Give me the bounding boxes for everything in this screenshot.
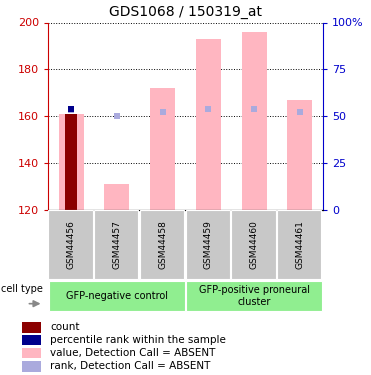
Bar bbox=[48, 210, 93, 279]
Bar bbox=[65, 114, 77, 210]
Bar bbox=[49, 281, 185, 311]
Text: count: count bbox=[50, 322, 80, 332]
Text: GSM44460: GSM44460 bbox=[250, 220, 259, 269]
Text: GSM44457: GSM44457 bbox=[112, 220, 121, 269]
Title: GDS1068 / 150319_at: GDS1068 / 150319_at bbox=[109, 5, 262, 19]
Text: GFP-positive proneural
cluster: GFP-positive proneural cluster bbox=[198, 285, 310, 307]
Bar bbox=[277, 210, 321, 279]
Bar bbox=[150, 88, 175, 210]
Bar bbox=[22, 361, 41, 372]
Bar bbox=[22, 322, 41, 333]
Bar bbox=[231, 210, 276, 279]
Bar bbox=[186, 281, 322, 311]
Bar bbox=[186, 210, 230, 279]
Text: rank, Detection Call = ABSENT: rank, Detection Call = ABSENT bbox=[50, 361, 210, 371]
Bar bbox=[196, 39, 221, 210]
Text: GFP-negative control: GFP-negative control bbox=[66, 291, 168, 301]
Bar bbox=[104, 184, 129, 210]
Bar bbox=[59, 114, 84, 210]
Bar bbox=[242, 32, 267, 210]
Bar bbox=[140, 210, 184, 279]
Text: GSM44458: GSM44458 bbox=[158, 220, 167, 269]
Bar bbox=[22, 335, 41, 345]
Text: percentile rank within the sample: percentile rank within the sample bbox=[50, 335, 226, 345]
Text: GSM44461: GSM44461 bbox=[295, 220, 304, 269]
Text: value, Detection Call = ABSENT: value, Detection Call = ABSENT bbox=[50, 348, 216, 358]
Text: GSM44459: GSM44459 bbox=[204, 220, 213, 269]
Bar bbox=[287, 100, 312, 210]
Text: cell type: cell type bbox=[1, 284, 43, 294]
Bar bbox=[22, 348, 41, 358]
Bar bbox=[94, 210, 138, 279]
Text: GSM44456: GSM44456 bbox=[67, 220, 76, 269]
